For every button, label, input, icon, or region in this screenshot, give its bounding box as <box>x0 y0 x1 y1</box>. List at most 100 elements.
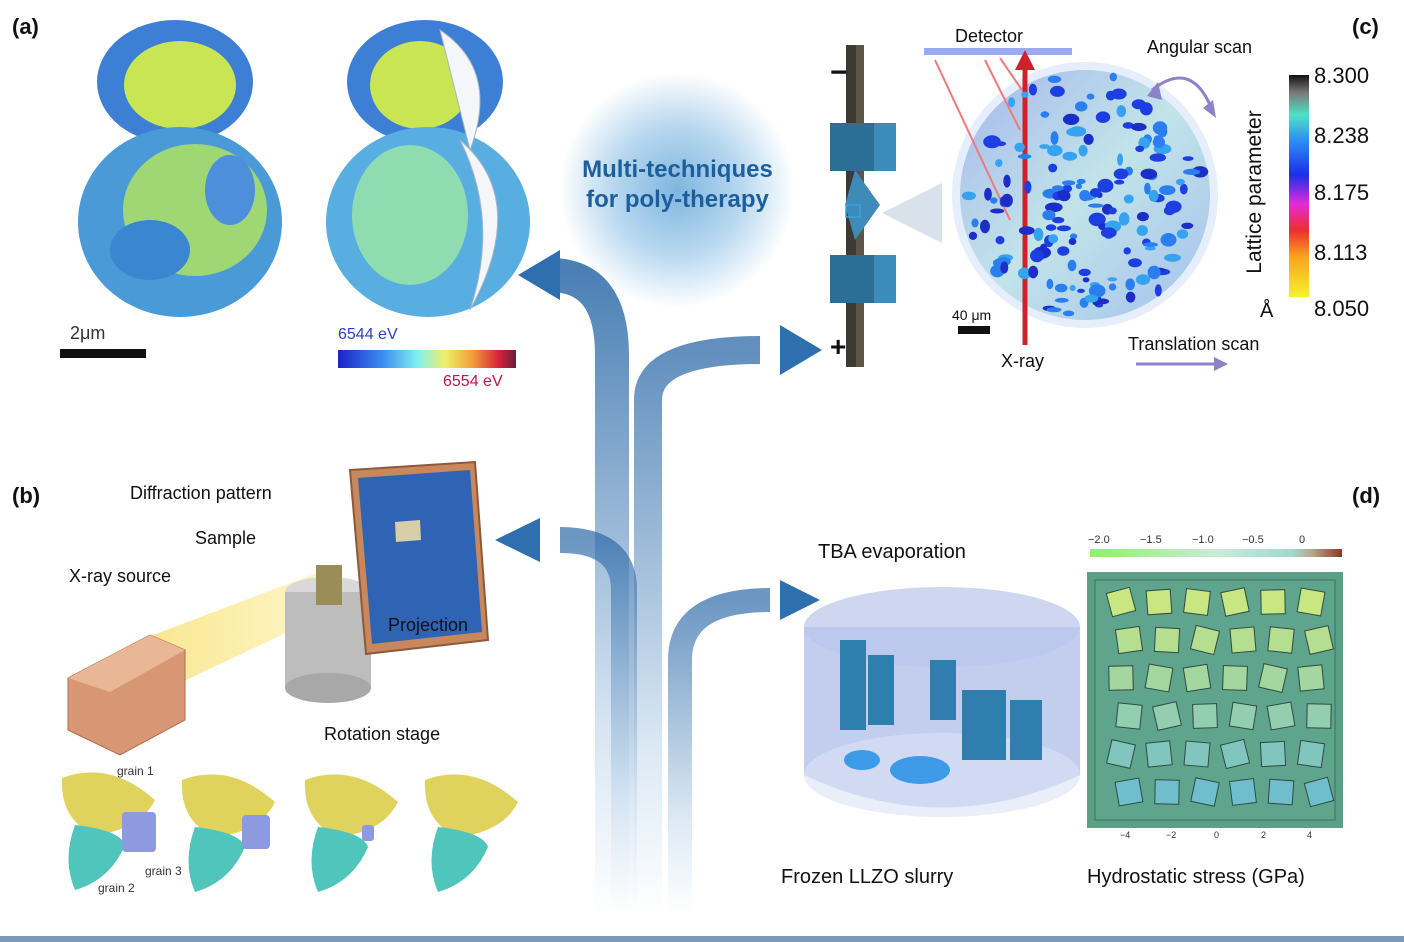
stress-grain <box>1189 624 1221 656</box>
grain-blob <box>968 231 978 240</box>
stress-x-tick-3: 2 <box>1261 830 1267 840</box>
grain-blob <box>1182 156 1194 162</box>
colorbar-c-tick-3: 8.113 <box>1314 240 1368 265</box>
grain-blob <box>1088 212 1106 227</box>
grain-blob <box>1131 99 1146 110</box>
stress-grain <box>1145 740 1173 768</box>
grain-blob <box>1140 168 1158 180</box>
grain-blob <box>1107 277 1118 282</box>
grain-blob <box>1113 168 1129 180</box>
stress-grain <box>1222 665 1248 691</box>
stress-grain <box>1105 586 1137 618</box>
grain-blob <box>1181 222 1194 229</box>
colorbar-a <box>338 350 516 368</box>
grain-blob <box>1045 224 1057 231</box>
grain-blob <box>1001 193 1013 208</box>
stress-x-tick-4: 4 <box>1307 830 1313 840</box>
stress-grain <box>1183 588 1211 616</box>
grain-blob <box>1136 211 1149 222</box>
colorbar-a-min: 6544 eV <box>338 326 398 343</box>
diffraction-pattern-label: Diffraction pattern <box>130 483 272 503</box>
xray-label: X-ray <box>1001 351 1045 371</box>
grain-blob <box>1040 111 1050 118</box>
stress-x-tick-2: 0 <box>1214 830 1220 840</box>
grain-blob <box>961 191 977 201</box>
grain-blob <box>1078 268 1091 277</box>
stress-grain <box>1267 626 1295 654</box>
grain-blob <box>1057 190 1071 202</box>
grain-blob <box>1047 145 1063 157</box>
stress-grain <box>1229 626 1257 654</box>
grain-blob <box>1050 85 1065 97</box>
grain-blob <box>1088 284 1106 298</box>
grain-blob <box>1100 227 1117 238</box>
grain-blob <box>1159 185 1176 196</box>
grain-blob <box>1139 137 1147 143</box>
grain-blob <box>1048 234 1059 244</box>
grain-blob <box>1062 310 1075 317</box>
stress-x-tick-0: −4 <box>1120 830 1131 840</box>
xray-source-label: X-ray source <box>69 566 172 586</box>
grain-blob <box>1003 174 1011 188</box>
particle-left <box>78 20 282 317</box>
center-glow <box>559 72 795 308</box>
grain-blob <box>1017 154 1032 159</box>
grain-blob <box>1050 131 1059 145</box>
clamp-top <box>830 123 878 171</box>
stress-grain <box>1152 701 1182 731</box>
arrow-head-d <box>780 580 820 620</box>
hydrostatic-stress-label: Hydrostatic stress (GPa) <box>1087 866 1305 888</box>
grain-blob <box>1164 253 1181 262</box>
colorbar-c-tick-2: 8.175 <box>1314 180 1370 205</box>
panel-label-a: (a) <box>12 14 39 39</box>
grain-blob <box>1030 249 1044 263</box>
grain-blob <box>1083 133 1094 145</box>
grain-blob <box>1114 179 1125 185</box>
grain-blob <box>1056 225 1071 232</box>
grain-blob <box>1147 265 1161 280</box>
stress-squares <box>1105 586 1335 808</box>
grain-blob <box>1057 246 1070 256</box>
stress-grain <box>1229 778 1257 806</box>
minus-sign: − <box>830 56 848 89</box>
grain-blob <box>1179 183 1188 195</box>
grain-blob <box>984 187 992 201</box>
detector-bar <box>924 48 1072 55</box>
grain-blob <box>980 219 990 234</box>
colorbar-d-tick-3: −0.5 <box>1242 534 1264 546</box>
colorbar-d-tick-0: −2.0 <box>1088 534 1110 546</box>
colorbar-d <box>1090 549 1342 557</box>
panel-label-c: (c) <box>1352 14 1379 39</box>
plus-sign: + <box>830 331 847 362</box>
stress-grain <box>1296 587 1326 617</box>
grain-blob <box>971 218 979 228</box>
grain-blob <box>1097 178 1114 193</box>
stress-grain <box>1303 776 1335 808</box>
grain-blob <box>1122 122 1134 129</box>
stress-grain <box>1259 740 1287 768</box>
stress-grain <box>1114 625 1144 655</box>
stress-grain <box>1296 739 1326 769</box>
grain-blob <box>1117 153 1124 166</box>
panel-label-d: (d) <box>1352 483 1381 508</box>
grain-blob <box>1018 267 1031 280</box>
grain-blob <box>1062 151 1078 161</box>
grain-blob <box>1148 189 1159 202</box>
clamp-bottom <box>830 255 878 303</box>
grain-blob <box>1075 101 1088 112</box>
grains-row <box>61 772 518 892</box>
grain-blob <box>1123 194 1134 204</box>
grain1-label: grain 1 <box>117 764 154 778</box>
grain-blob <box>1152 121 1168 135</box>
stress-grain <box>1153 626 1181 654</box>
grain-blob <box>1014 142 1025 152</box>
grain-blob <box>1108 207 1117 215</box>
grain-blob <box>1039 144 1050 149</box>
grain-blob <box>1077 288 1085 293</box>
grain-blob <box>1119 214 1126 226</box>
stress-grain <box>1106 739 1136 769</box>
grain-blob <box>1061 180 1076 186</box>
stress-grain <box>1258 663 1288 693</box>
grain-blob <box>1028 83 1037 96</box>
grain-blob <box>1068 238 1077 245</box>
